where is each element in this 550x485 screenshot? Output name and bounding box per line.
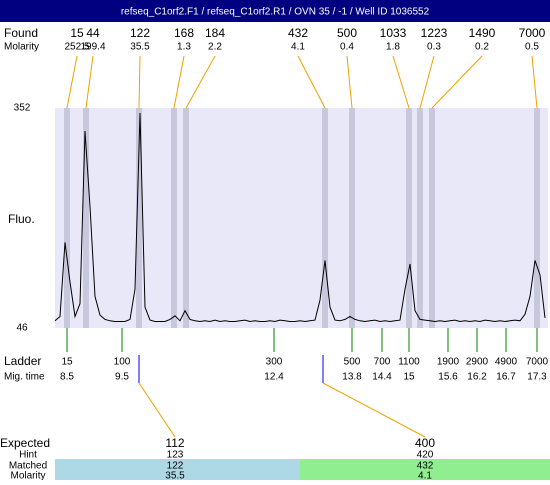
ladder-size: 2900: [466, 357, 489, 368]
molarity-label: Molarity: [4, 42, 39, 53]
peak-size: 432: [288, 26, 308, 40]
ladder-size: 4900: [495, 357, 518, 368]
expected-matched: 432: [417, 461, 434, 472]
peak-size: 500: [337, 26, 357, 40]
expected-hint: 420: [417, 450, 434, 461]
ladder-size: 7000: [526, 357, 549, 368]
y-label: Fluo.: [8, 212, 35, 226]
peak-molarity: 2.2: [208, 42, 222, 53]
peak-size: 7000: [519, 26, 546, 40]
peak-band: [171, 108, 177, 328]
ladder-size: 700: [374, 357, 391, 368]
expected-molarity: 4.1: [418, 471, 432, 480]
ladder-time: 14.4: [372, 372, 392, 383]
trace: [54, 112, 546, 323]
found-label: Found: [4, 26, 38, 40]
peak-molarity: 4.1: [291, 42, 305, 53]
peak-size: 1033: [380, 26, 407, 40]
peak-molarity: 0.3: [427, 42, 441, 53]
title-bar: [0, 0, 550, 22]
ladder-time: 8.5: [60, 372, 74, 383]
peak-size: 184: [205, 26, 225, 40]
peak-connector: [392, 55, 410, 109]
ladder-label: Ladder: [4, 354, 41, 368]
ladder-time: 12.4: [264, 372, 284, 383]
peak-size: 168: [174, 26, 194, 40]
ladder-size: 1100: [398, 357, 420, 368]
peak-band: [429, 108, 435, 328]
peak-connector: [185, 55, 216, 109]
peak-size: 1223: [421, 26, 448, 40]
peak-molarity: 35.5: [130, 42, 150, 53]
matched-bg-1: [55, 459, 300, 480]
peak-connector: [346, 55, 353, 109]
peak-connector: [173, 55, 185, 109]
matched-bg-2: [300, 459, 550, 480]
ladder-time: 15.6: [438, 372, 458, 383]
ladder-time: 9.5: [115, 372, 129, 383]
peak-size: 1490: [469, 26, 496, 40]
peak-band: [534, 108, 540, 328]
row-label: Hint: [19, 450, 37, 461]
y-tick-label: 352: [14, 103, 31, 114]
peak-molarity: 1.3: [177, 42, 191, 53]
peak-molarity: 0.4: [340, 42, 354, 53]
peak-connector: [297, 55, 326, 109]
title: refseq_C1orf2.F1 / refseq_C1orf2.R1 / OV…: [121, 7, 430, 18]
peak-band: [322, 108, 328, 328]
peak-connector: [66, 55, 78, 109]
ladder-time: 17.3: [527, 372, 547, 383]
peak-size: 122: [130, 26, 150, 40]
ladder-size: 1900: [437, 357, 460, 368]
ladder-time: 15: [403, 372, 415, 383]
ladder-time: 16.2: [467, 372, 487, 383]
expected-molarity: 35.5: [165, 471, 185, 480]
expected-matched: 122: [167, 461, 184, 472]
row-label: Matched: [9, 461, 47, 472]
peak-size: 44: [86, 26, 100, 40]
ladder-time: 13.8: [342, 372, 362, 383]
ladder-size: 15: [61, 357, 73, 368]
expected-connector: [138, 382, 176, 438]
peak-molarity: 199.4: [80, 42, 105, 53]
peak-band: [417, 108, 423, 328]
peak-connector: [85, 55, 94, 109]
peak-molarity: 0.5: [525, 42, 539, 53]
peak-molarity: 0.2: [475, 42, 489, 53]
mig-time-label: Mig. time: [4, 372, 45, 383]
peak-band: [183, 108, 189, 328]
peak-connector: [431, 55, 483, 109]
ladder-size: 300: [266, 357, 283, 368]
expected-connector: [322, 382, 426, 438]
expected-hint: 123: [167, 450, 184, 461]
peak-band: [136, 108, 142, 328]
peak-connector: [419, 55, 435, 109]
peak-connector: [531, 55, 538, 109]
peak-connector: [138, 55, 141, 109]
expected-expected: 400: [415, 436, 435, 450]
peak-size: 15: [70, 26, 84, 40]
y-tick-label: 46: [16, 323, 28, 334]
peak-band: [406, 108, 412, 328]
plot-area: [55, 108, 548, 328]
peak-band: [64, 108, 70, 328]
ladder-size: 100: [114, 357, 131, 368]
ladder-time: 16.7: [496, 372, 516, 383]
peak-molarity: 252.5: [64, 42, 89, 53]
peak-molarity: 1.8: [386, 42, 400, 53]
row-label: Molarity: [10, 471, 45, 480]
row-label: Expected: [0, 436, 50, 450]
peak-band: [83, 108, 89, 328]
ladder-size: 500: [344, 357, 361, 368]
expected-expected: 112: [165, 436, 184, 450]
peak-band: [349, 108, 355, 328]
